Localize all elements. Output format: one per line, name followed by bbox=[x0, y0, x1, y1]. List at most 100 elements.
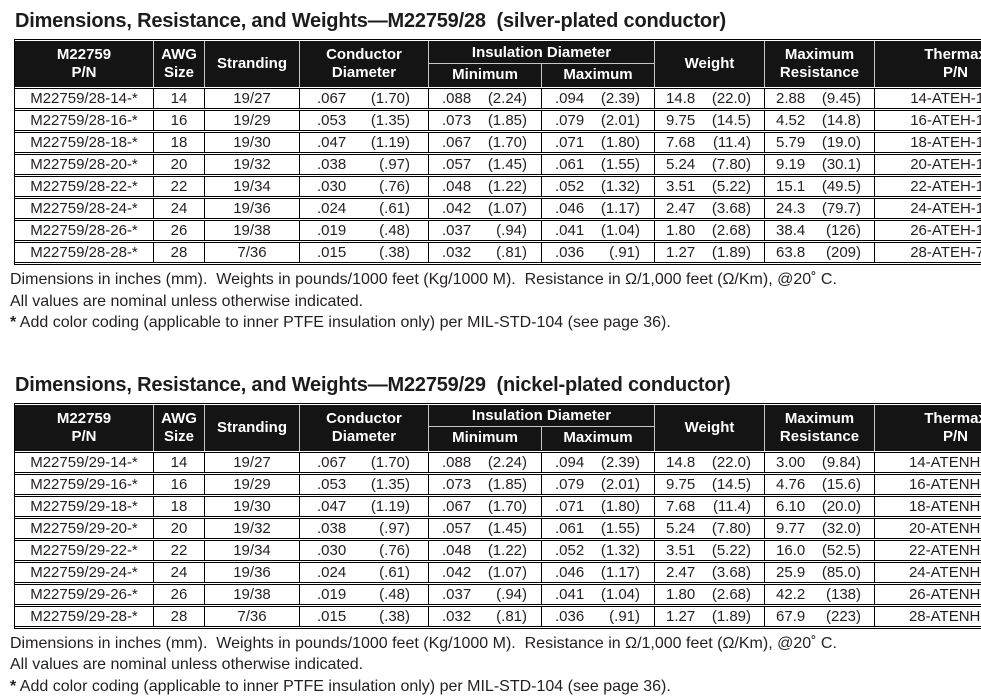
asterisk-marker: * bbox=[10, 677, 17, 695]
value-ohms-km: (49.5) bbox=[821, 178, 862, 195]
cell-awg-size: 20 bbox=[153, 517, 204, 539]
stranding-value: 19/32 bbox=[233, 156, 271, 173]
stranding-value: 19/38 bbox=[233, 585, 271, 603]
cell-thermax-pn: 16-ATENH-19 bbox=[874, 473, 981, 495]
value-pounds: 2.47 bbox=[666, 563, 696, 581]
thermax-pn-value: 26-ATEH-193 bbox=[910, 222, 981, 239]
value-mm: (1.07) bbox=[487, 563, 527, 581]
value-mm: (2.01) bbox=[600, 475, 641, 493]
col-header-weight: Weight bbox=[654, 41, 765, 87]
table-header: M22759 P/N AWG Size Stranding Conductor Dia… bbox=[15, 41, 981, 87]
stranding-value: 19/30 bbox=[233, 497, 271, 515]
value-ohms: 4.52 bbox=[776, 112, 806, 129]
cell-max-resistance: 15.1 (49.5) bbox=[764, 176, 875, 197]
value-ohms: 38.4 bbox=[776, 222, 806, 239]
table-row: M22759/28-28-* 28 7/36 .015 (.38) .032 (.8… bbox=[15, 242, 981, 263]
value-inches: .048 bbox=[442, 178, 472, 195]
value-inches: .036 bbox=[555, 244, 585, 261]
stranding-value: 19/32 bbox=[233, 519, 271, 537]
value-pounds: 3.51 bbox=[666, 541, 696, 559]
table-row: M22759/28-22-* 22 19/34 .030 (.76) .048 (1… bbox=[15, 176, 981, 197]
table-row: M22759/28-16-* 16 19/29 .053 (1.35) .073 (… bbox=[15, 110, 981, 131]
cell-insulation-min: .088 (2.24) bbox=[428, 451, 541, 473]
cell-awg-size: 24 bbox=[153, 198, 204, 219]
value-mm: (1.32) bbox=[600, 541, 641, 559]
cell-stranding: 19/38 bbox=[204, 220, 299, 241]
value-mm: (1.35) bbox=[370, 475, 410, 493]
value-ohms: 16.0 bbox=[776, 541, 806, 559]
cell-conductor-diameter: .015 (.38) bbox=[299, 605, 428, 627]
value-mm: (.91) bbox=[609, 607, 641, 625]
cell-max-resistance: 9.77 (32.0) bbox=[764, 517, 875, 539]
value-ohms: 5.79 bbox=[776, 134, 806, 151]
cell-thermax-pn: 18-ATEH-193 bbox=[874, 132, 981, 153]
part-number-value: M22759/28-18-* bbox=[30, 134, 138, 151]
value-inches: .032 bbox=[442, 244, 472, 261]
header-row: M22759 P/N AWG Size Stranding Conductor Dia… bbox=[15, 41, 981, 87]
cell-weight: 1.80 (2.68) bbox=[654, 583, 765, 605]
part-number-value: M22759/28-28-* bbox=[30, 244, 138, 261]
cell-weight: 9.75 (14.5) bbox=[654, 110, 765, 131]
value-mm: (1.04) bbox=[600, 222, 641, 239]
cell-insulation-max: .046 (1.17) bbox=[541, 198, 655, 219]
cell-conductor-diameter: .030 (.76) bbox=[299, 539, 428, 561]
cell-weight: 9.75 (14.5) bbox=[654, 473, 765, 495]
cell-awg-size: 16 bbox=[153, 473, 204, 495]
value-inches: .047 bbox=[317, 134, 347, 151]
thermax-pn-value: 26-ATENH-19 bbox=[908, 585, 981, 603]
cell-thermax-pn: 20-ATENH-19 bbox=[874, 517, 981, 539]
col-header-awg-size: AWG Size bbox=[153, 404, 204, 451]
value-ohms-km: (209) bbox=[825, 244, 862, 261]
cell-thermax-pn: 28-ATEH-736 bbox=[874, 242, 981, 263]
stranding-value: 19/36 bbox=[233, 200, 271, 217]
part-number-value: M22759/28-14-* bbox=[30, 90, 138, 107]
cell-awg-size: 18 bbox=[153, 132, 204, 153]
cell-weight: 1.80 (2.68) bbox=[654, 220, 765, 241]
value-inches: .079 bbox=[555, 112, 585, 129]
cell-stranding: 19/34 bbox=[204, 176, 299, 197]
col-header-conductor-diameter: Conductor Diameter bbox=[299, 41, 428, 87]
cell-stranding: 19/32 bbox=[204, 517, 299, 539]
m22759-28-section: Dimensions, Resistance, and Weights—M227… bbox=[10, 0, 981, 334]
cell-insulation-max: .061 (1.55) bbox=[541, 517, 655, 539]
value-kg: (22.0) bbox=[711, 90, 752, 107]
value-ohms-km: (52.5) bbox=[821, 541, 862, 559]
value-mm: (1.35) bbox=[370, 112, 410, 129]
value-mm: (1.55) bbox=[600, 519, 641, 537]
cell-part-number: M22759/29-18-* bbox=[15, 495, 153, 517]
value-kg: (7.80) bbox=[711, 519, 752, 537]
value-kg: (2.68) bbox=[711, 222, 752, 239]
col-header-stranding: Stranding bbox=[204, 41, 299, 87]
cell-part-number: M22759/29-24-* bbox=[15, 561, 153, 583]
cell-conductor-diameter: .053 (1.35) bbox=[299, 110, 428, 131]
cell-weight: 7.68 (11.4) bbox=[654, 132, 765, 153]
section-title-m22759-29: Dimensions, Resistance, and Weights—M227… bbox=[15, 373, 731, 396]
value-kg: (3.68) bbox=[711, 200, 752, 217]
cell-max-resistance: 63.8 (209) bbox=[764, 242, 875, 263]
value-kg: (2.68) bbox=[711, 585, 752, 603]
cell-insulation-max: .071 (1.80) bbox=[541, 132, 655, 153]
value-inches: .053 bbox=[317, 112, 347, 129]
cell-insulation-min: .057 (1.45) bbox=[428, 517, 541, 539]
cell-thermax-pn: 28-ATENH-73 bbox=[874, 605, 981, 627]
cell-max-resistance: 5.79 (19.0) bbox=[764, 132, 875, 153]
awg-value: 18 bbox=[170, 134, 188, 151]
stranding-value: 19/36 bbox=[233, 563, 271, 581]
value-inches: .057 bbox=[442, 519, 472, 537]
cell-part-number: M22759/28-22-* bbox=[15, 176, 153, 197]
cell-awg-size: 22 bbox=[153, 539, 204, 561]
stranding-value: 19/29 bbox=[233, 112, 271, 129]
stranding-value: 19/29 bbox=[233, 475, 271, 493]
table-row: M22759/28-20-* 20 19/32 .038 (.97) .057 (1… bbox=[15, 154, 981, 175]
insulation-group-label: Insulation Diameter bbox=[429, 42, 655, 64]
cell-conductor-diameter: .030 (.76) bbox=[299, 176, 428, 197]
table-header: M22759 P/N AWG Size Stranding Conductor Dia… bbox=[15, 404, 981, 451]
cell-insulation-min: .032 (.81) bbox=[428, 242, 541, 263]
footnotes-block: Dimensions in inches (mm). Weights in po… bbox=[10, 633, 981, 698]
value-ohms-km: (126) bbox=[825, 222, 862, 239]
cell-insulation-min: .042 (1.07) bbox=[428, 561, 541, 583]
cell-stranding: 19/27 bbox=[204, 88, 299, 109]
value-inches: .067 bbox=[442, 134, 472, 151]
value-pounds: 3.51 bbox=[666, 178, 696, 195]
cell-insulation-min: .037 (.94) bbox=[428, 583, 541, 605]
